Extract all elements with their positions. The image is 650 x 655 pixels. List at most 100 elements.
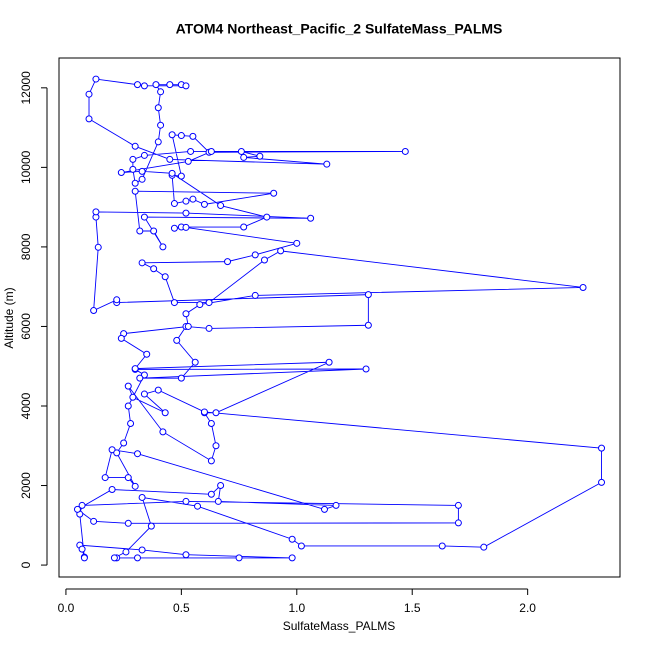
x-tick-label: 0.5 bbox=[173, 601, 190, 615]
data-point bbox=[127, 419, 135, 427]
y-tick-label: 2000 bbox=[19, 472, 33, 499]
data-point bbox=[113, 296, 121, 304]
data-point bbox=[240, 223, 248, 231]
data-point bbox=[154, 138, 162, 146]
data-point bbox=[237, 147, 245, 155]
data-point bbox=[124, 474, 132, 482]
data-point bbox=[184, 157, 192, 165]
data-point bbox=[80, 554, 88, 562]
data-point bbox=[133, 450, 141, 458]
data-point bbox=[207, 419, 215, 427]
data-point bbox=[364, 291, 372, 299]
data-point bbox=[140, 82, 148, 90]
data-point bbox=[325, 358, 333, 366]
data-point bbox=[256, 152, 264, 160]
data-point bbox=[288, 535, 296, 543]
data-point bbox=[293, 239, 301, 247]
data-point bbox=[170, 200, 178, 208]
data-point bbox=[90, 307, 98, 315]
x-tick-label: 1.5 bbox=[404, 601, 421, 615]
data-point bbox=[131, 142, 139, 150]
data-point bbox=[129, 165, 137, 173]
data-point bbox=[251, 251, 259, 259]
data-point bbox=[159, 243, 167, 251]
data-point bbox=[177, 374, 185, 382]
data-point bbox=[140, 371, 148, 379]
data-point bbox=[579, 283, 587, 291]
data-point bbox=[131, 179, 139, 187]
data-point bbox=[187, 147, 195, 155]
data-point bbox=[124, 382, 132, 390]
data-point bbox=[124, 519, 132, 527]
x-tick-label: 2.0 bbox=[519, 601, 536, 615]
data-point bbox=[133, 81, 141, 89]
y-tick-label: 6000 bbox=[19, 313, 33, 340]
data-point bbox=[263, 213, 271, 221]
data-point bbox=[270, 189, 278, 197]
data-point bbox=[85, 90, 93, 98]
data-point bbox=[438, 542, 446, 550]
data-point bbox=[170, 299, 178, 307]
data-point bbox=[598, 478, 606, 486]
y-tick-label: 8000 bbox=[19, 233, 33, 260]
data-point bbox=[235, 554, 243, 562]
data-point bbox=[110, 554, 118, 562]
data-point bbox=[131, 482, 139, 490]
data-point bbox=[217, 202, 225, 210]
data-point bbox=[173, 336, 181, 344]
data-point bbox=[147, 522, 155, 530]
chart-title: ATOM4 Northeast_Pacific_2 SulfateMass_PA… bbox=[176, 21, 503, 37]
data-point bbox=[260, 256, 268, 264]
data-point bbox=[138, 493, 146, 501]
data-point bbox=[323, 160, 331, 168]
y-tick-label: 10000 bbox=[19, 150, 33, 184]
x-axis-label: SulfateMass_PALMS bbox=[283, 619, 396, 633]
data-point bbox=[189, 132, 197, 140]
data-point bbox=[177, 172, 185, 180]
data-point bbox=[182, 551, 190, 559]
data-point bbox=[184, 322, 192, 330]
data-point bbox=[154, 386, 162, 394]
data-point bbox=[161, 273, 169, 281]
data-point bbox=[154, 104, 162, 112]
data-point bbox=[191, 358, 199, 366]
data-point bbox=[212, 409, 220, 417]
data-point bbox=[362, 365, 370, 373]
data-point bbox=[182, 82, 190, 90]
data-point bbox=[113, 449, 121, 457]
data-point bbox=[138, 175, 146, 183]
data-point bbox=[140, 151, 148, 159]
data-point bbox=[140, 390, 148, 398]
data-point bbox=[207, 457, 215, 465]
data-point bbox=[320, 505, 328, 513]
data-point bbox=[117, 169, 125, 177]
data-point bbox=[157, 88, 165, 96]
data-point bbox=[120, 439, 128, 447]
data-point bbox=[205, 299, 213, 307]
data-point bbox=[152, 81, 160, 89]
data-point bbox=[150, 265, 158, 273]
data-point bbox=[108, 446, 116, 454]
data-point bbox=[92, 208, 100, 216]
data-line bbox=[76, 78, 602, 559]
data-point bbox=[240, 153, 248, 161]
x-tick-label: 1.0 bbox=[288, 601, 305, 615]
data-point bbox=[205, 324, 213, 332]
data-point bbox=[332, 501, 340, 509]
data-point bbox=[129, 393, 137, 401]
data-point bbox=[454, 501, 462, 509]
data-point bbox=[194, 502, 202, 510]
data-point bbox=[170, 224, 178, 232]
data-point bbox=[108, 486, 116, 494]
data-point bbox=[224, 258, 232, 266]
data-point bbox=[161, 409, 169, 417]
data-point bbox=[480, 543, 488, 551]
data-point bbox=[307, 214, 315, 222]
data-point bbox=[101, 474, 109, 482]
data-point bbox=[200, 408, 208, 416]
data-point bbox=[138, 259, 146, 267]
data-point bbox=[159, 428, 167, 436]
data-point bbox=[182, 310, 190, 318]
data-point bbox=[131, 187, 139, 195]
